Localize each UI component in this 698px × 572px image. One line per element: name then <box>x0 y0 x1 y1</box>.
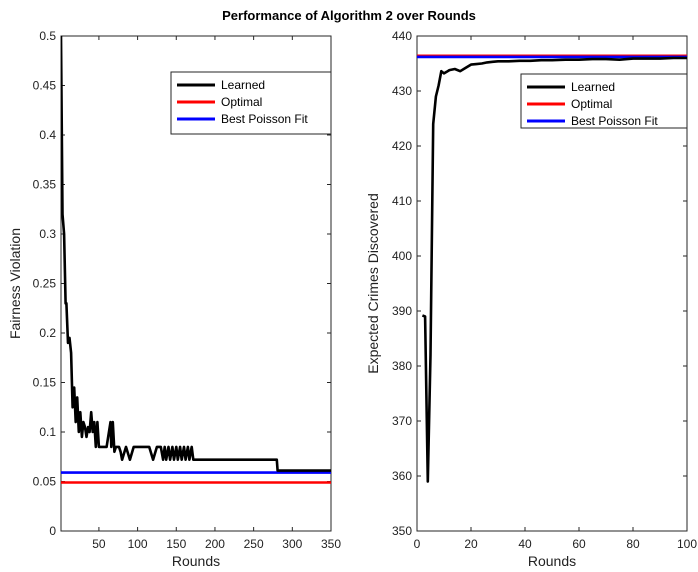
y-tick-label: 440 <box>392 29 412 43</box>
y-tick-label: 430 <box>392 84 412 98</box>
x-tick-label: 100 <box>677 537 697 551</box>
y-tick-label: 0.3 <box>39 227 56 241</box>
legend-label-optimal: Optimal <box>221 95 262 109</box>
y-tick-label: 0.45 <box>33 79 57 93</box>
legend-box <box>520 73 688 129</box>
y-tick-label: 0.1 <box>39 425 56 439</box>
legend-label-best-poisson-fit: Best Poisson Fit <box>221 112 308 126</box>
y-tick-label: 0.25 <box>33 277 57 291</box>
y-tick-label: 390 <box>392 304 412 318</box>
x-axis-label: Rounds <box>172 553 220 569</box>
x-tick-label: 0 <box>414 537 421 551</box>
left-plot: 50 100 150 200 250 300 350 0 0.05 0.1 0.15 0.2 0.25 0… <box>7 29 341 569</box>
legend-label-learned: Learned <box>571 80 615 94</box>
series-line-learned <box>61 35 331 472</box>
series-line-learned <box>421 56 687 483</box>
y-tick-label: 0.5 <box>39 29 56 43</box>
right-plot: 0 20 40 60 80 100 350 360 370 380 390 400 410 420 430 4… <box>365 29 697 569</box>
x-tick-label: 40 <box>518 537 532 551</box>
legend-label-learned: Learned <box>221 78 265 92</box>
y-axis-label: Fairness Violation <box>7 228 23 339</box>
y-tick-label: 400 <box>392 249 412 263</box>
y-tick-label: 370 <box>392 414 412 428</box>
y-tick-label: 0.35 <box>33 178 57 192</box>
x-tick-label: 300 <box>282 537 302 551</box>
y-tick-label: 360 <box>392 469 412 483</box>
x-axis-label: Rounds <box>528 553 576 569</box>
y-tick-label: 0.2 <box>39 326 56 340</box>
axes-box <box>416 35 688 532</box>
x-tick-label: 50 <box>92 537 106 551</box>
x-tick-label: 150 <box>166 537 186 551</box>
y-tick-label: 380 <box>392 359 412 373</box>
y-tick-label: 0.4 <box>39 128 56 142</box>
y-tick-label: 420 <box>392 139 412 153</box>
legend-label-optimal: Optimal <box>571 97 612 111</box>
x-tick-label: 60 <box>572 537 586 551</box>
x-tick-label: 20 <box>464 537 478 551</box>
y-tick-label: 0.05 <box>33 475 57 489</box>
x-tick-label: 350 <box>321 537 341 551</box>
x-tick-label: 80 <box>626 537 640 551</box>
x-tick-label: 250 <box>244 537 264 551</box>
legend-label-best-poisson-fit: Best Poisson Fit <box>571 114 658 128</box>
y-tick-label: 350 <box>392 524 412 538</box>
y-axis-label: Expected Crimes Discovered <box>365 193 381 374</box>
x-tick-label: 200 <box>205 537 225 551</box>
y-tick-label: 0 <box>49 524 56 538</box>
y-tick-label: 0.15 <box>33 376 57 390</box>
x-tick-label: 100 <box>128 537 148 551</box>
y-tick-label: 410 <box>392 194 412 208</box>
figure-title: Performance of Algorithm 2 over Rounds <box>222 8 476 23</box>
